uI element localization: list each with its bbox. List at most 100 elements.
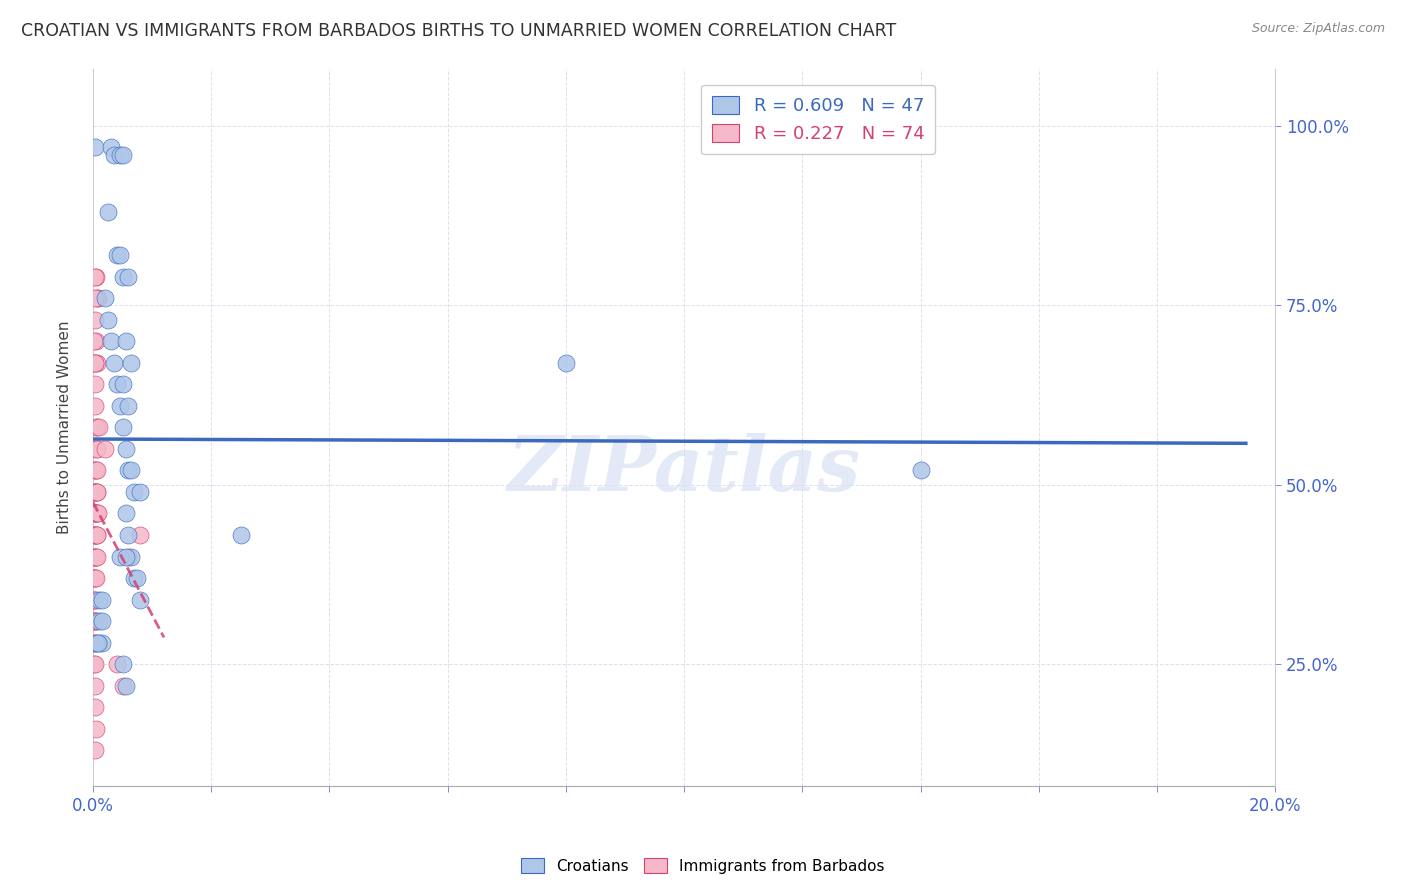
Point bbox=[83, 549, 105, 564]
Point bbox=[87, 614, 110, 628]
Point bbox=[94, 442, 117, 456]
Point bbox=[83, 657, 105, 672]
Point bbox=[83, 571, 105, 585]
Point bbox=[124, 484, 146, 499]
Point bbox=[105, 657, 128, 672]
Point bbox=[83, 657, 105, 672]
Point bbox=[84, 571, 107, 585]
Point bbox=[111, 657, 134, 672]
Point bbox=[108, 248, 131, 262]
Point bbox=[84, 420, 107, 434]
Point bbox=[84, 463, 107, 477]
Point bbox=[83, 507, 105, 521]
Point bbox=[84, 571, 107, 585]
Point bbox=[94, 291, 117, 305]
Point bbox=[129, 484, 152, 499]
Point bbox=[83, 377, 105, 392]
Point bbox=[84, 528, 107, 542]
Point bbox=[103, 356, 125, 370]
Point bbox=[86, 549, 108, 564]
Point bbox=[129, 592, 152, 607]
Point bbox=[83, 571, 105, 585]
Point bbox=[84, 442, 107, 456]
Point bbox=[84, 507, 107, 521]
Point bbox=[83, 312, 105, 326]
Point bbox=[108, 549, 131, 564]
Point bbox=[84, 614, 107, 628]
Point bbox=[84, 528, 107, 542]
Point bbox=[83, 743, 105, 757]
Point bbox=[117, 549, 139, 564]
Point bbox=[120, 356, 142, 370]
Point bbox=[910, 463, 932, 477]
Point bbox=[117, 528, 139, 542]
Point bbox=[114, 442, 136, 456]
Point bbox=[86, 528, 108, 542]
Point bbox=[83, 614, 105, 628]
Point bbox=[86, 484, 108, 499]
Point bbox=[84, 635, 107, 649]
Text: Source: ZipAtlas.com: Source: ZipAtlas.com bbox=[1251, 22, 1385, 36]
Point bbox=[84, 614, 107, 628]
Y-axis label: Births to Unmarried Women: Births to Unmarried Women bbox=[58, 320, 72, 534]
Point bbox=[103, 147, 125, 161]
Point bbox=[86, 484, 108, 499]
Point bbox=[97, 312, 120, 326]
Point bbox=[86, 356, 108, 370]
Legend: R = 0.609   N = 47, R = 0.227   N = 74: R = 0.609 N = 47, R = 0.227 N = 74 bbox=[702, 85, 935, 154]
Point bbox=[84, 269, 107, 284]
Point bbox=[84, 463, 107, 477]
Point bbox=[83, 528, 105, 542]
Point bbox=[83, 484, 105, 499]
Point bbox=[87, 635, 110, 649]
Point bbox=[84, 399, 107, 413]
Point bbox=[83, 635, 105, 649]
Point bbox=[117, 399, 139, 413]
Point bbox=[86, 528, 108, 542]
Point bbox=[87, 420, 110, 434]
Point bbox=[84, 484, 107, 499]
Point bbox=[86, 420, 108, 434]
Point bbox=[114, 679, 136, 693]
Point bbox=[100, 140, 122, 154]
Point bbox=[100, 334, 122, 349]
Point bbox=[120, 549, 142, 564]
Point bbox=[83, 356, 105, 370]
Point bbox=[117, 269, 139, 284]
Point bbox=[86, 463, 108, 477]
Point bbox=[83, 356, 105, 370]
Point bbox=[83, 592, 105, 607]
Point bbox=[111, 420, 134, 434]
Point bbox=[83, 549, 105, 564]
Point bbox=[124, 571, 146, 585]
Point bbox=[83, 484, 105, 499]
Point bbox=[87, 635, 110, 649]
Point bbox=[105, 377, 128, 392]
Text: CROATIAN VS IMMIGRANTS FROM BARBADOS BIRTHS TO UNMARRIED WOMEN CORRELATION CHART: CROATIAN VS IMMIGRANTS FROM BARBADOS BIR… bbox=[21, 22, 897, 40]
Point bbox=[84, 549, 107, 564]
Point bbox=[84, 484, 107, 499]
Point bbox=[83, 528, 105, 542]
Point bbox=[129, 528, 152, 542]
Point bbox=[105, 248, 128, 262]
Point bbox=[84, 507, 107, 521]
Point bbox=[229, 528, 252, 542]
Point bbox=[83, 291, 105, 305]
Point bbox=[83, 334, 105, 349]
Point bbox=[114, 334, 136, 349]
Point bbox=[83, 592, 105, 607]
Point bbox=[120, 463, 142, 477]
Point bbox=[84, 334, 107, 349]
Point bbox=[86, 442, 108, 456]
Point bbox=[114, 507, 136, 521]
Point bbox=[83, 463, 105, 477]
Point bbox=[83, 507, 105, 521]
Point bbox=[84, 679, 107, 693]
Point bbox=[83, 700, 105, 714]
Text: ZIPatlas: ZIPatlas bbox=[508, 434, 860, 508]
Point bbox=[108, 399, 131, 413]
Point bbox=[111, 147, 134, 161]
Point bbox=[90, 592, 112, 607]
Point bbox=[86, 507, 108, 521]
Point bbox=[84, 549, 107, 564]
